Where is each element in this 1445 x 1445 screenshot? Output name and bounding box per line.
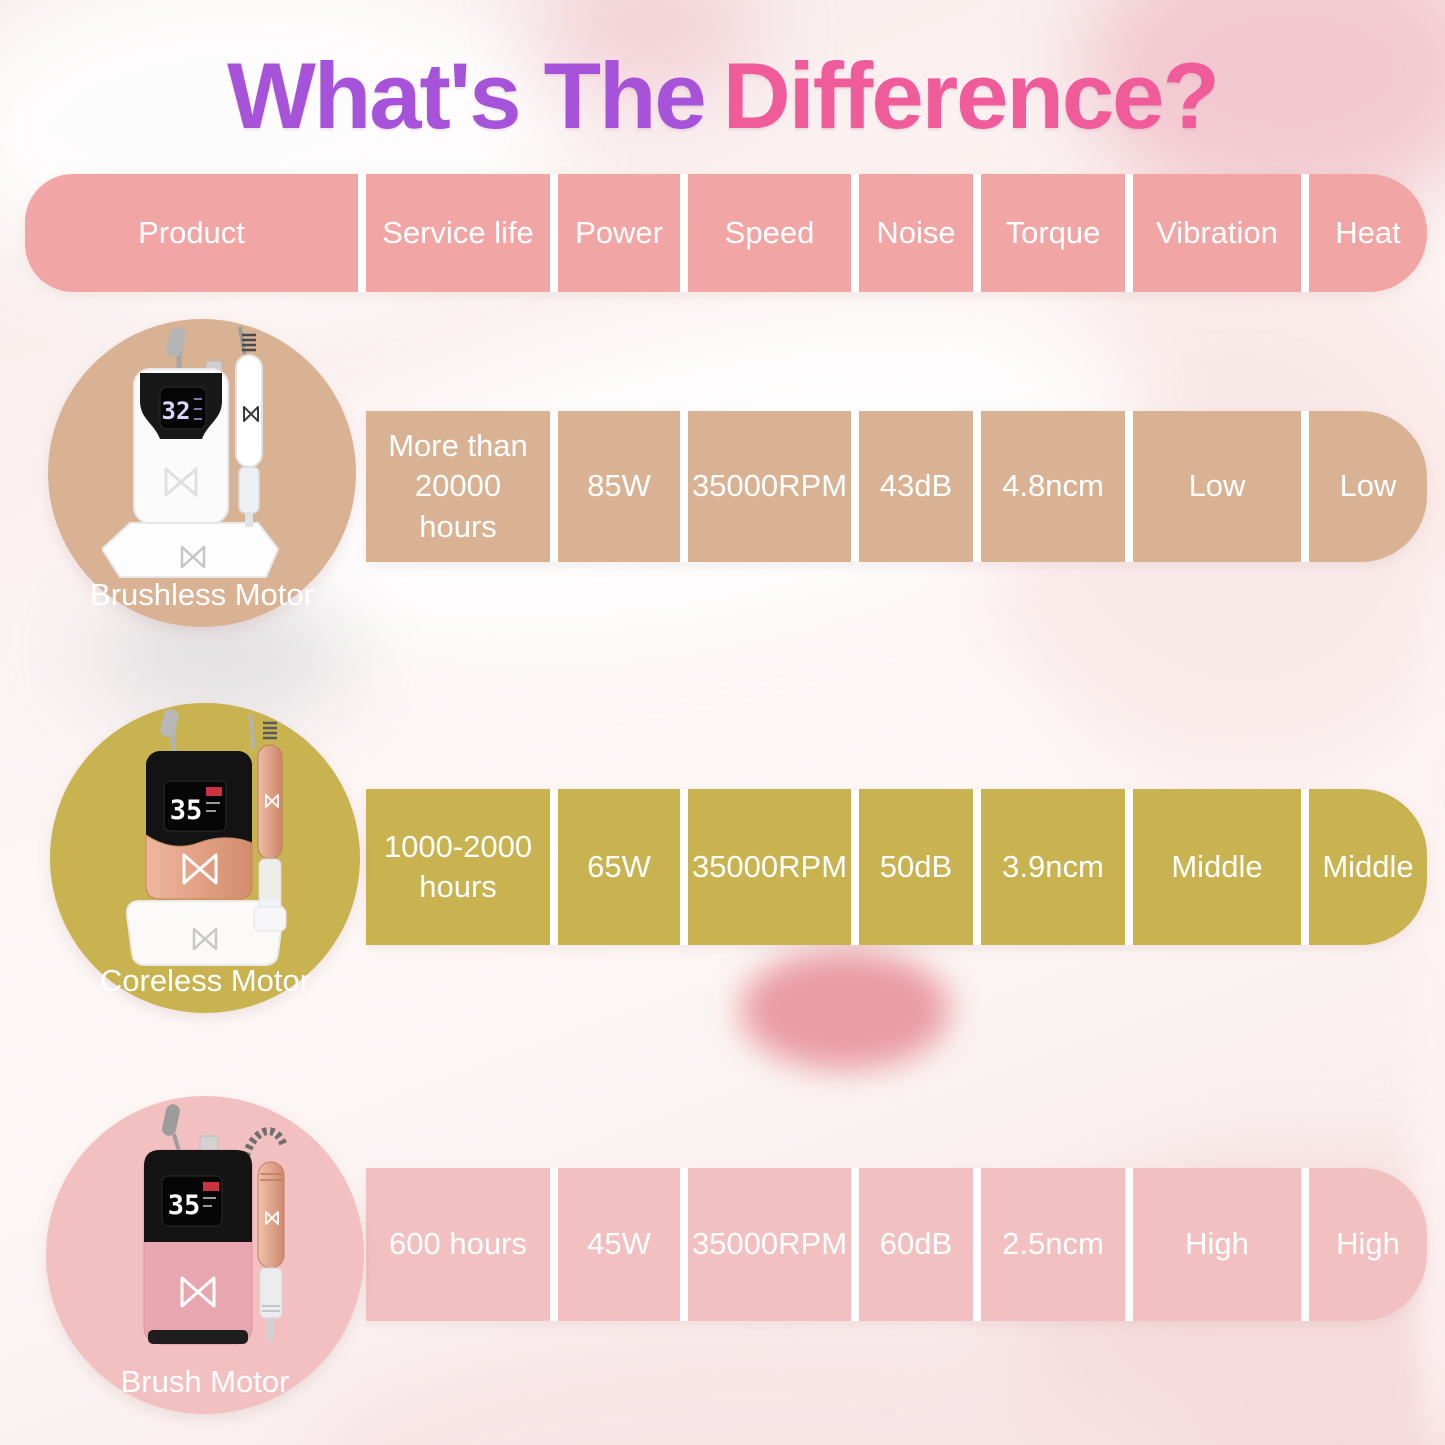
cell-vibration: Middle — [1133, 789, 1301, 945]
cell-power: 45W — [558, 1168, 680, 1321]
table-row-brushless: More than 20000 hours 85W 35000RPM 43dB … — [366, 411, 1427, 562]
title-part-purple: What's The — [227, 43, 707, 148]
cell-service-life: More than 20000 hours — [366, 411, 550, 562]
device-display-value: 35 — [168, 1190, 201, 1221]
cell-vibration: High — [1133, 1168, 1301, 1321]
page-title: What's The Difference? — [0, 42, 1445, 150]
nail-drill-illustration-brushless: 32 — [102, 326, 280, 578]
cell-torque: 3.9ncm — [981, 789, 1125, 945]
header-product: Product — [25, 174, 358, 292]
cell-noise: 60dB — [859, 1168, 973, 1321]
table-row-brush: 600 hours 45W 35000RPM 60dB 2.5ncm High … — [366, 1168, 1427, 1321]
header-vibration: Vibration — [1133, 174, 1301, 292]
background-blur-blob — [1410, 550, 1445, 1445]
product-image-brush: 35 Brush Motor — [46, 1096, 364, 1414]
cell-power: 65W — [558, 789, 680, 945]
cell-service-life: 1000-2000 hours — [366, 789, 550, 945]
header-power: Power — [558, 174, 680, 292]
header-heat: Heat — [1309, 174, 1427, 292]
cell-noise: 43dB — [859, 411, 973, 562]
cell-vibration: Low — [1133, 411, 1301, 562]
product-label: Brush Motor — [120, 1364, 290, 1399]
product-image-brushless: 32 Brushless Motor — [48, 319, 356, 627]
header-noise: Noise — [859, 174, 973, 292]
product-image-coreless: 35 Coreless Motor — [50, 703, 360, 1013]
cell-torque: 2.5ncm — [981, 1168, 1125, 1321]
table-row-coreless: 1000-2000 hours 65W 35000RPM 50dB 3.9ncm… — [366, 789, 1427, 945]
header-service-life: Service life — [366, 174, 550, 292]
product-label: Brushless Motor — [90, 577, 314, 612]
device-display-value: 35 — [170, 795, 203, 826]
cell-torque: 4.8ncm — [981, 411, 1125, 562]
cell-heat: High — [1309, 1168, 1427, 1321]
device-display-value: 32 — [162, 397, 191, 425]
cell-speed: 35000RPM — [688, 789, 851, 945]
title-part-pink: Difference? — [722, 43, 1220, 148]
cell-power: 85W — [558, 411, 680, 562]
background-blur-blob — [300, 1330, 1200, 1445]
background-red-nail-blob — [740, 950, 950, 1070]
header-speed: Speed — [688, 174, 851, 292]
cell-speed: 35000RPM — [688, 411, 851, 562]
cell-heat: Middle — [1309, 789, 1427, 945]
cell-heat: Low — [1309, 411, 1427, 562]
table-header-row: Product Service life Power Speed Noise T… — [25, 174, 1427, 292]
nail-drill-illustration-brush: 35 — [143, 1104, 288, 1345]
product-label: Coreless Motor — [99, 963, 311, 998]
cell-speed: 35000RPM — [688, 1168, 851, 1321]
header-torque: Torque — [981, 174, 1125, 292]
cell-service-life: 600 hours — [366, 1168, 550, 1321]
nail-drill-illustration-coreless: 35 — [125, 709, 287, 966]
cell-noise: 50dB — [859, 789, 973, 945]
